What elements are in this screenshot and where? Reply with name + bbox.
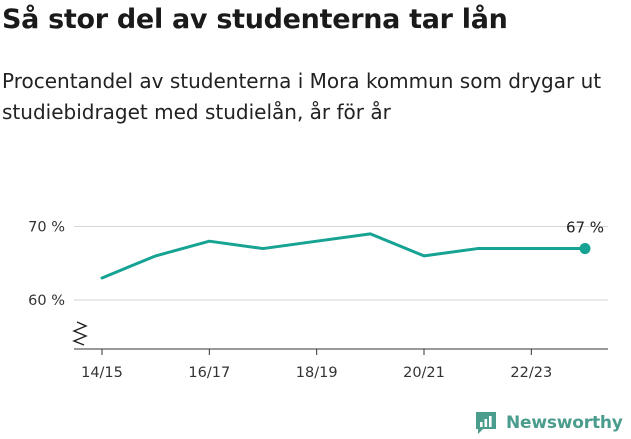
series-line — [100, 232, 587, 280]
x-tick-label: 16/17 — [188, 365, 230, 381]
chart-subtitle: Procentandel av studenterna i Mora kommu… — [2, 69, 602, 124]
y-tick-label: 60 % — [28, 293, 65, 309]
x-tick-label: 18/19 — [296, 365, 338, 381]
y-tick-label: 70 % — [28, 220, 65, 236]
x-tick-label: 22/23 — [510, 365, 552, 381]
brand-name: Newsworthy — [506, 413, 623, 433]
axis-break-icon — [72, 321, 88, 346]
x-tick-label: 14/15 — [81, 365, 123, 381]
end-value-label: 67 % — [566, 219, 604, 237]
newsworthy-logo-icon — [476, 412, 496, 434]
brand-logo: Newsworthy — [474, 408, 623, 438]
x-tick-label: 20/21 — [403, 365, 445, 381]
chart-title: Så stor del av studenterna tar lån — [2, 4, 508, 35]
end-point — [579, 243, 591, 255]
